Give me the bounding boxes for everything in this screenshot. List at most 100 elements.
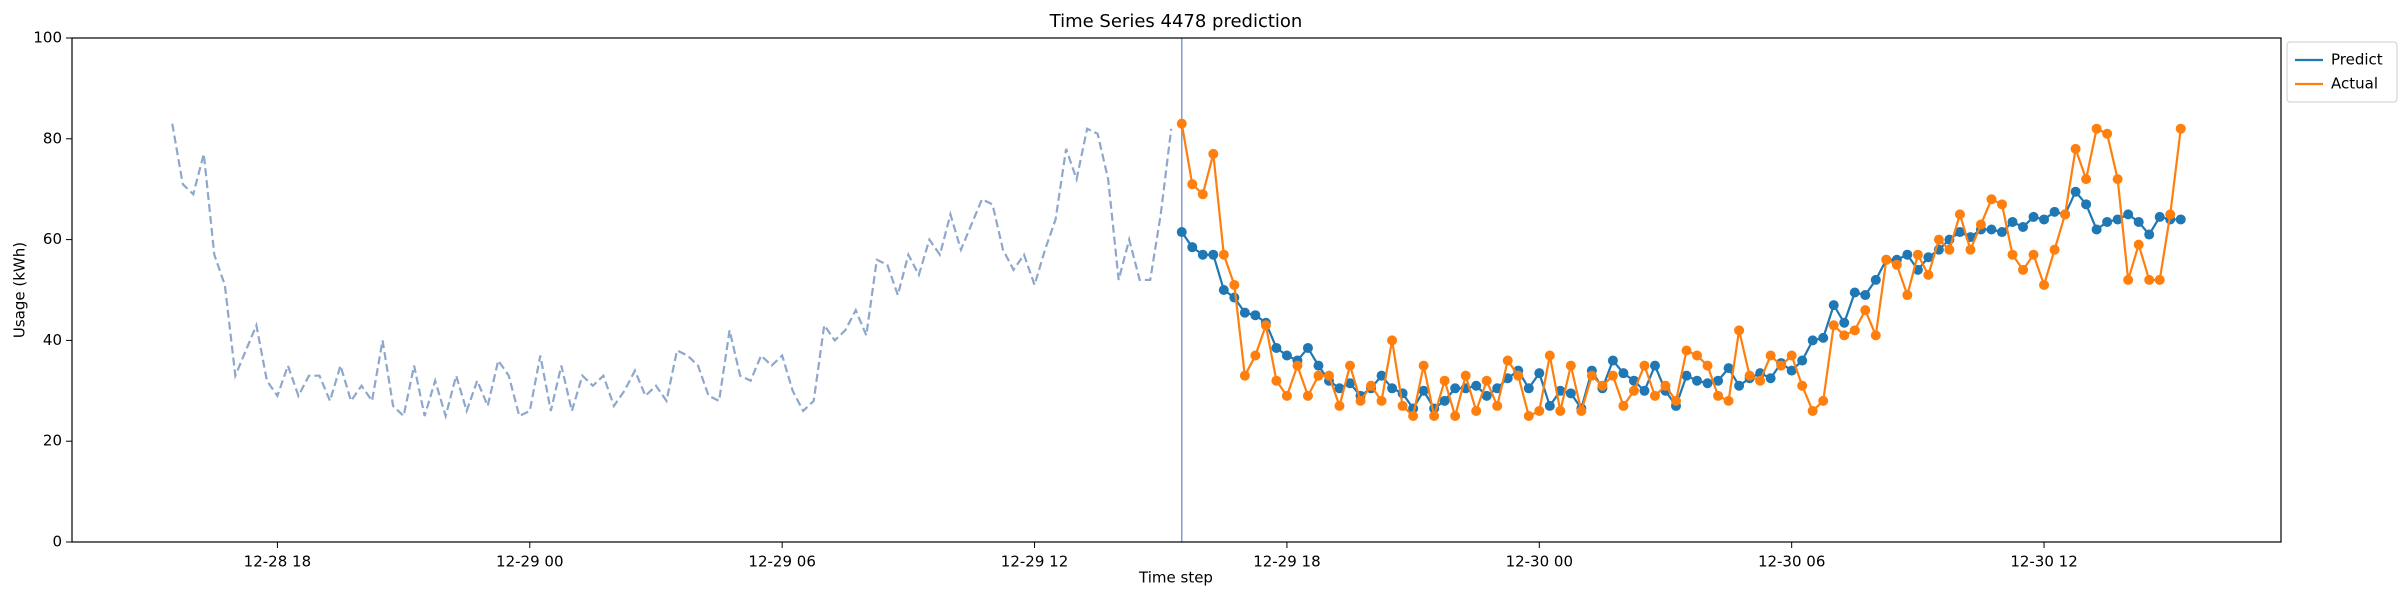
point xyxy=(1986,224,1997,235)
point xyxy=(1208,148,1219,159)
point xyxy=(1260,320,1271,331)
point xyxy=(1649,360,1660,371)
point xyxy=(1702,360,1713,371)
point xyxy=(2049,206,2060,217)
point xyxy=(2112,214,2123,225)
point xyxy=(1986,194,1997,205)
y-tick-label: 0 xyxy=(52,533,62,551)
point xyxy=(1639,360,1650,371)
point xyxy=(2060,209,2071,220)
point xyxy=(1786,350,1797,361)
point xyxy=(1302,342,1313,353)
point xyxy=(1250,310,1261,321)
point xyxy=(1460,370,1471,381)
x-tick-label: 12-29 12 xyxy=(1001,553,1068,571)
point xyxy=(1397,400,1408,411)
series-line xyxy=(171,123,1173,421)
point xyxy=(1271,342,1282,353)
point xyxy=(1607,370,1618,381)
point xyxy=(2144,229,2155,240)
point xyxy=(2081,199,2092,210)
point xyxy=(1481,390,1492,401)
x-tick-label: 12-28 18 xyxy=(244,553,311,571)
point xyxy=(1933,234,1944,245)
point xyxy=(1723,363,1734,374)
point xyxy=(1334,383,1345,394)
point xyxy=(1281,390,1292,401)
point xyxy=(1923,252,1934,263)
point xyxy=(1565,360,1576,371)
point xyxy=(1734,325,1745,336)
point xyxy=(1828,300,1839,311)
point xyxy=(1849,287,1860,298)
point xyxy=(2144,274,2155,285)
point xyxy=(1450,411,1461,421)
x-tick-label: 12-30 06 xyxy=(1758,553,1825,571)
point xyxy=(1376,395,1387,406)
point xyxy=(1923,269,1934,280)
point xyxy=(1345,378,1356,389)
point xyxy=(2028,249,2039,260)
point xyxy=(1828,320,1839,331)
point xyxy=(1450,383,1461,394)
point xyxy=(1902,249,1913,260)
point xyxy=(1555,405,1566,416)
point xyxy=(1807,335,1818,346)
point xyxy=(2091,123,2102,134)
point xyxy=(1471,405,1482,416)
point xyxy=(1975,219,1986,230)
point xyxy=(2123,274,2134,285)
point xyxy=(1439,395,1450,406)
point xyxy=(1954,227,1965,238)
point xyxy=(1187,242,1198,253)
legend-label: Predict xyxy=(2331,51,2383,69)
point xyxy=(1618,368,1629,379)
point xyxy=(1513,370,1524,381)
point xyxy=(2018,222,2029,232)
point xyxy=(1996,227,2007,238)
point xyxy=(1965,244,1976,255)
point xyxy=(1197,189,1208,200)
y-tick-label: 20 xyxy=(43,432,62,450)
chart-title: Time Series 4478 prediction xyxy=(1049,11,1303,32)
point xyxy=(2175,123,2186,134)
legend-label: Actual xyxy=(2331,75,2378,93)
point xyxy=(1523,411,1534,421)
point xyxy=(1891,259,1902,270)
point xyxy=(2049,244,2060,255)
point xyxy=(1839,330,1850,341)
point xyxy=(2154,274,2165,285)
point xyxy=(2081,174,2092,185)
point xyxy=(1229,279,1240,290)
point xyxy=(1870,330,1881,341)
point xyxy=(1723,395,1734,406)
point xyxy=(1176,227,1187,238)
point xyxy=(2102,216,2113,227)
point xyxy=(1681,370,1692,381)
point xyxy=(1912,249,1923,260)
point xyxy=(1281,350,1292,361)
point xyxy=(1439,375,1450,386)
point xyxy=(1387,335,1398,346)
point xyxy=(1544,400,1555,411)
point xyxy=(1954,209,1965,220)
point xyxy=(1692,375,1703,386)
point xyxy=(1839,317,1850,328)
point xyxy=(1702,378,1713,389)
point xyxy=(1366,380,1377,391)
point xyxy=(1218,249,1229,260)
point xyxy=(1302,390,1313,401)
point xyxy=(1323,370,1334,381)
y-tick-label: 40 xyxy=(43,331,62,349)
point xyxy=(1870,274,1881,285)
point xyxy=(1187,179,1198,190)
point xyxy=(1713,390,1724,401)
point xyxy=(1765,373,1776,384)
point xyxy=(1807,405,1818,416)
point xyxy=(1597,380,1608,391)
point xyxy=(1765,350,1776,361)
point xyxy=(1818,395,1829,406)
x-tick-label: 12-30 12 xyxy=(2010,553,2077,571)
point xyxy=(2175,214,2186,225)
point xyxy=(1881,254,1892,265)
